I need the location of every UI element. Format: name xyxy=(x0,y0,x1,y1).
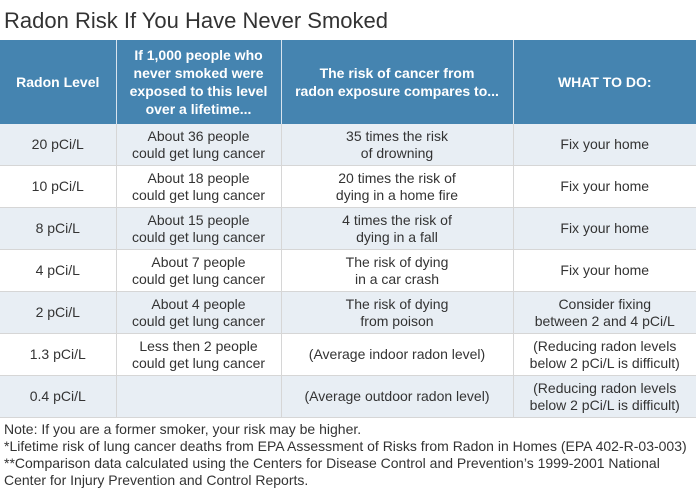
cell-what-to-do: Fix your home xyxy=(513,124,696,166)
header-people-exposed: If 1,000 people who never smoked were expo… xyxy=(116,40,282,124)
note-lifetime-risk: *Lifetime risk of lung cancer deaths fro… xyxy=(4,438,687,454)
cell-line: The risk of cancer from xyxy=(319,65,475,81)
cell-line: below 2 pCi/L is difficult) xyxy=(529,396,680,413)
cell-what-to-do: Consider fixing between 2 and 4 pCi/L xyxy=(513,291,696,334)
cell-radon-level: 2 pCi/L xyxy=(0,291,117,334)
cell-risk-comparison: The risk of dying from poison xyxy=(281,291,514,334)
table-row: 8 pCi/L About 15 people could get lung can… xyxy=(0,207,696,250)
cell-people-affected: About 18 people could get lung cancer xyxy=(116,165,282,208)
cell-people-affected: Less then 2 people could get lung cancer xyxy=(116,333,282,376)
page-title: Radon Risk If You Have Never Smoked xyxy=(4,8,388,33)
header-radon-level: Radon Level xyxy=(0,40,117,124)
cell-risk-comparison: 35 times the risk of drowning xyxy=(281,124,514,166)
cell-people-affected: About 36 people could get lung cancer xyxy=(116,124,282,166)
cell-line: Fix your home xyxy=(560,136,650,152)
cell-what-to-do: (Reducing radon levels below 2 pCi/L is d… xyxy=(513,375,696,418)
cell-line: (Reducing radon levels xyxy=(533,379,677,396)
cell-line: About 4 people xyxy=(151,295,246,312)
table-body: 20 pCi/L About 36 people could get lung ca… xyxy=(0,124,696,418)
cell-line: could get lung cancer xyxy=(131,354,266,371)
cell-risk-comparison: (Average indoor radon level) xyxy=(281,333,514,376)
cell-line: could get lung cancer xyxy=(131,144,266,161)
cell-people-affected: About 15 people could get lung cancer xyxy=(116,207,282,250)
cell-people-affected xyxy=(116,375,282,418)
cell-line: If 1,000 people who xyxy=(134,47,263,63)
table-row: 10 pCi/L About 18 people could get lung ca… xyxy=(0,165,696,208)
cell-line: (Reducing radon levels xyxy=(533,337,677,354)
cell-line: could get lung cancer xyxy=(131,270,266,287)
cell-line: could get lung cancer xyxy=(131,228,266,245)
cell-line: About 36 people xyxy=(147,127,250,144)
cell-line: never smoked were xyxy=(133,65,264,81)
cell-what-to-do: Fix your home xyxy=(513,207,696,250)
cell-line: (Average outdoor radon level) xyxy=(304,388,490,404)
table-row: 20 pCi/L About 36 people could get lung ca… xyxy=(0,124,696,166)
cell-what-to-do: Fix your home xyxy=(513,165,696,208)
cell-line: between 2 and 4 pCi/L xyxy=(534,312,675,329)
note-comparison-data-1: **Comparison data calculated using the C… xyxy=(4,455,660,471)
header-risk-comparison: The risk of cancer from radon exposure co… xyxy=(281,40,514,124)
table-row: 0.4 pCi/L (Average outdoor radon level) (R… xyxy=(0,375,696,418)
radon-risk-table: Radon Level If 1,000 people who never smo… xyxy=(0,40,696,418)
cell-radon-level: 20 pCi/L xyxy=(0,124,117,166)
cell-line: The risk of dying xyxy=(345,253,449,270)
header-what-to-do: WHAT TO DO: xyxy=(513,40,696,124)
cell-line: 4 times the risk of xyxy=(342,211,452,228)
cell-what-to-do: Fix your home xyxy=(513,249,696,292)
cell-what-to-do: (Reducing radon levels below 2 pCi/L is d… xyxy=(513,333,696,376)
cell-line: Consider fixing xyxy=(558,295,652,312)
cell-radon-level: 10 pCi/L xyxy=(0,165,117,208)
cell-risk-comparison: The risk of dying in a car crash xyxy=(281,249,514,292)
cell-risk-comparison: (Average outdoor radon level) xyxy=(281,375,514,418)
cell-people-affected: About 7 people could get lung cancer xyxy=(116,249,282,292)
cell-line: Fix your home xyxy=(560,262,650,278)
note-former-smoker: Note: If you are a former smoker, your r… xyxy=(4,421,362,437)
cell-line: 35 times the risk xyxy=(346,127,448,144)
cell-line: exposed to this level xyxy=(129,83,268,99)
cell-line: Radon Level xyxy=(16,74,100,90)
cell-radon-level: 0.4 pCi/L xyxy=(0,375,117,418)
cell-line: Fix your home xyxy=(560,178,650,194)
cell-line: below 2 pCi/L is difficult) xyxy=(529,354,680,371)
cell-line: (Average indoor radon level) xyxy=(308,346,486,362)
cell-radon-level: 4 pCi/L xyxy=(0,249,117,292)
note-comparison-data-2: Center for Injury Prevention and Control… xyxy=(4,472,309,488)
cell-line: could get lung cancer xyxy=(131,312,266,329)
cell-people-affected: About 4 people could get lung cancer xyxy=(116,291,282,334)
cell-line: About 7 people xyxy=(151,253,246,270)
table-row: 4 pCi/L About 7 people could get lung canc… xyxy=(0,249,696,292)
cell-line: dying in a fall xyxy=(356,228,438,245)
cell-line: radon exposure compares to... xyxy=(295,83,499,99)
cell-line: Fix your home xyxy=(560,220,650,236)
table-row: 2 pCi/L About 4 people could get lung canc… xyxy=(0,291,696,334)
cell-line: 20 times the risk of xyxy=(338,169,456,186)
cell-line: About 18 people xyxy=(147,169,250,186)
cell-radon-level: 8 pCi/L xyxy=(0,207,117,250)
cell-line: Less then 2 people xyxy=(139,337,258,354)
cell-line: over a lifetime... xyxy=(145,101,252,117)
cell-line: could get lung cancer xyxy=(131,186,266,203)
cell-line: in a car crash xyxy=(354,270,440,287)
cell-line: The risk of dying xyxy=(345,295,449,312)
cell-risk-comparison: 20 times the risk of dying in a home fire xyxy=(281,165,514,208)
cell-line: dying in a home fire xyxy=(335,186,459,203)
cell-risk-comparison: 4 times the risk of dying in a fall xyxy=(281,207,514,250)
cell-line: WHAT TO DO: xyxy=(557,74,652,90)
table-header-row: Radon Level If 1,000 people who never smo… xyxy=(0,40,696,124)
cell-line: from poison xyxy=(360,312,434,329)
cell-line: About 15 people xyxy=(147,211,250,228)
footnotes: Note: If you are a former smoker, your r… xyxy=(4,421,687,489)
cell-line: of drowning xyxy=(360,144,434,161)
table-row: 1.3 pCi/L Less then 2 people could get lun… xyxy=(0,333,696,376)
cell-radon-level: 1.3 pCi/L xyxy=(0,333,117,376)
